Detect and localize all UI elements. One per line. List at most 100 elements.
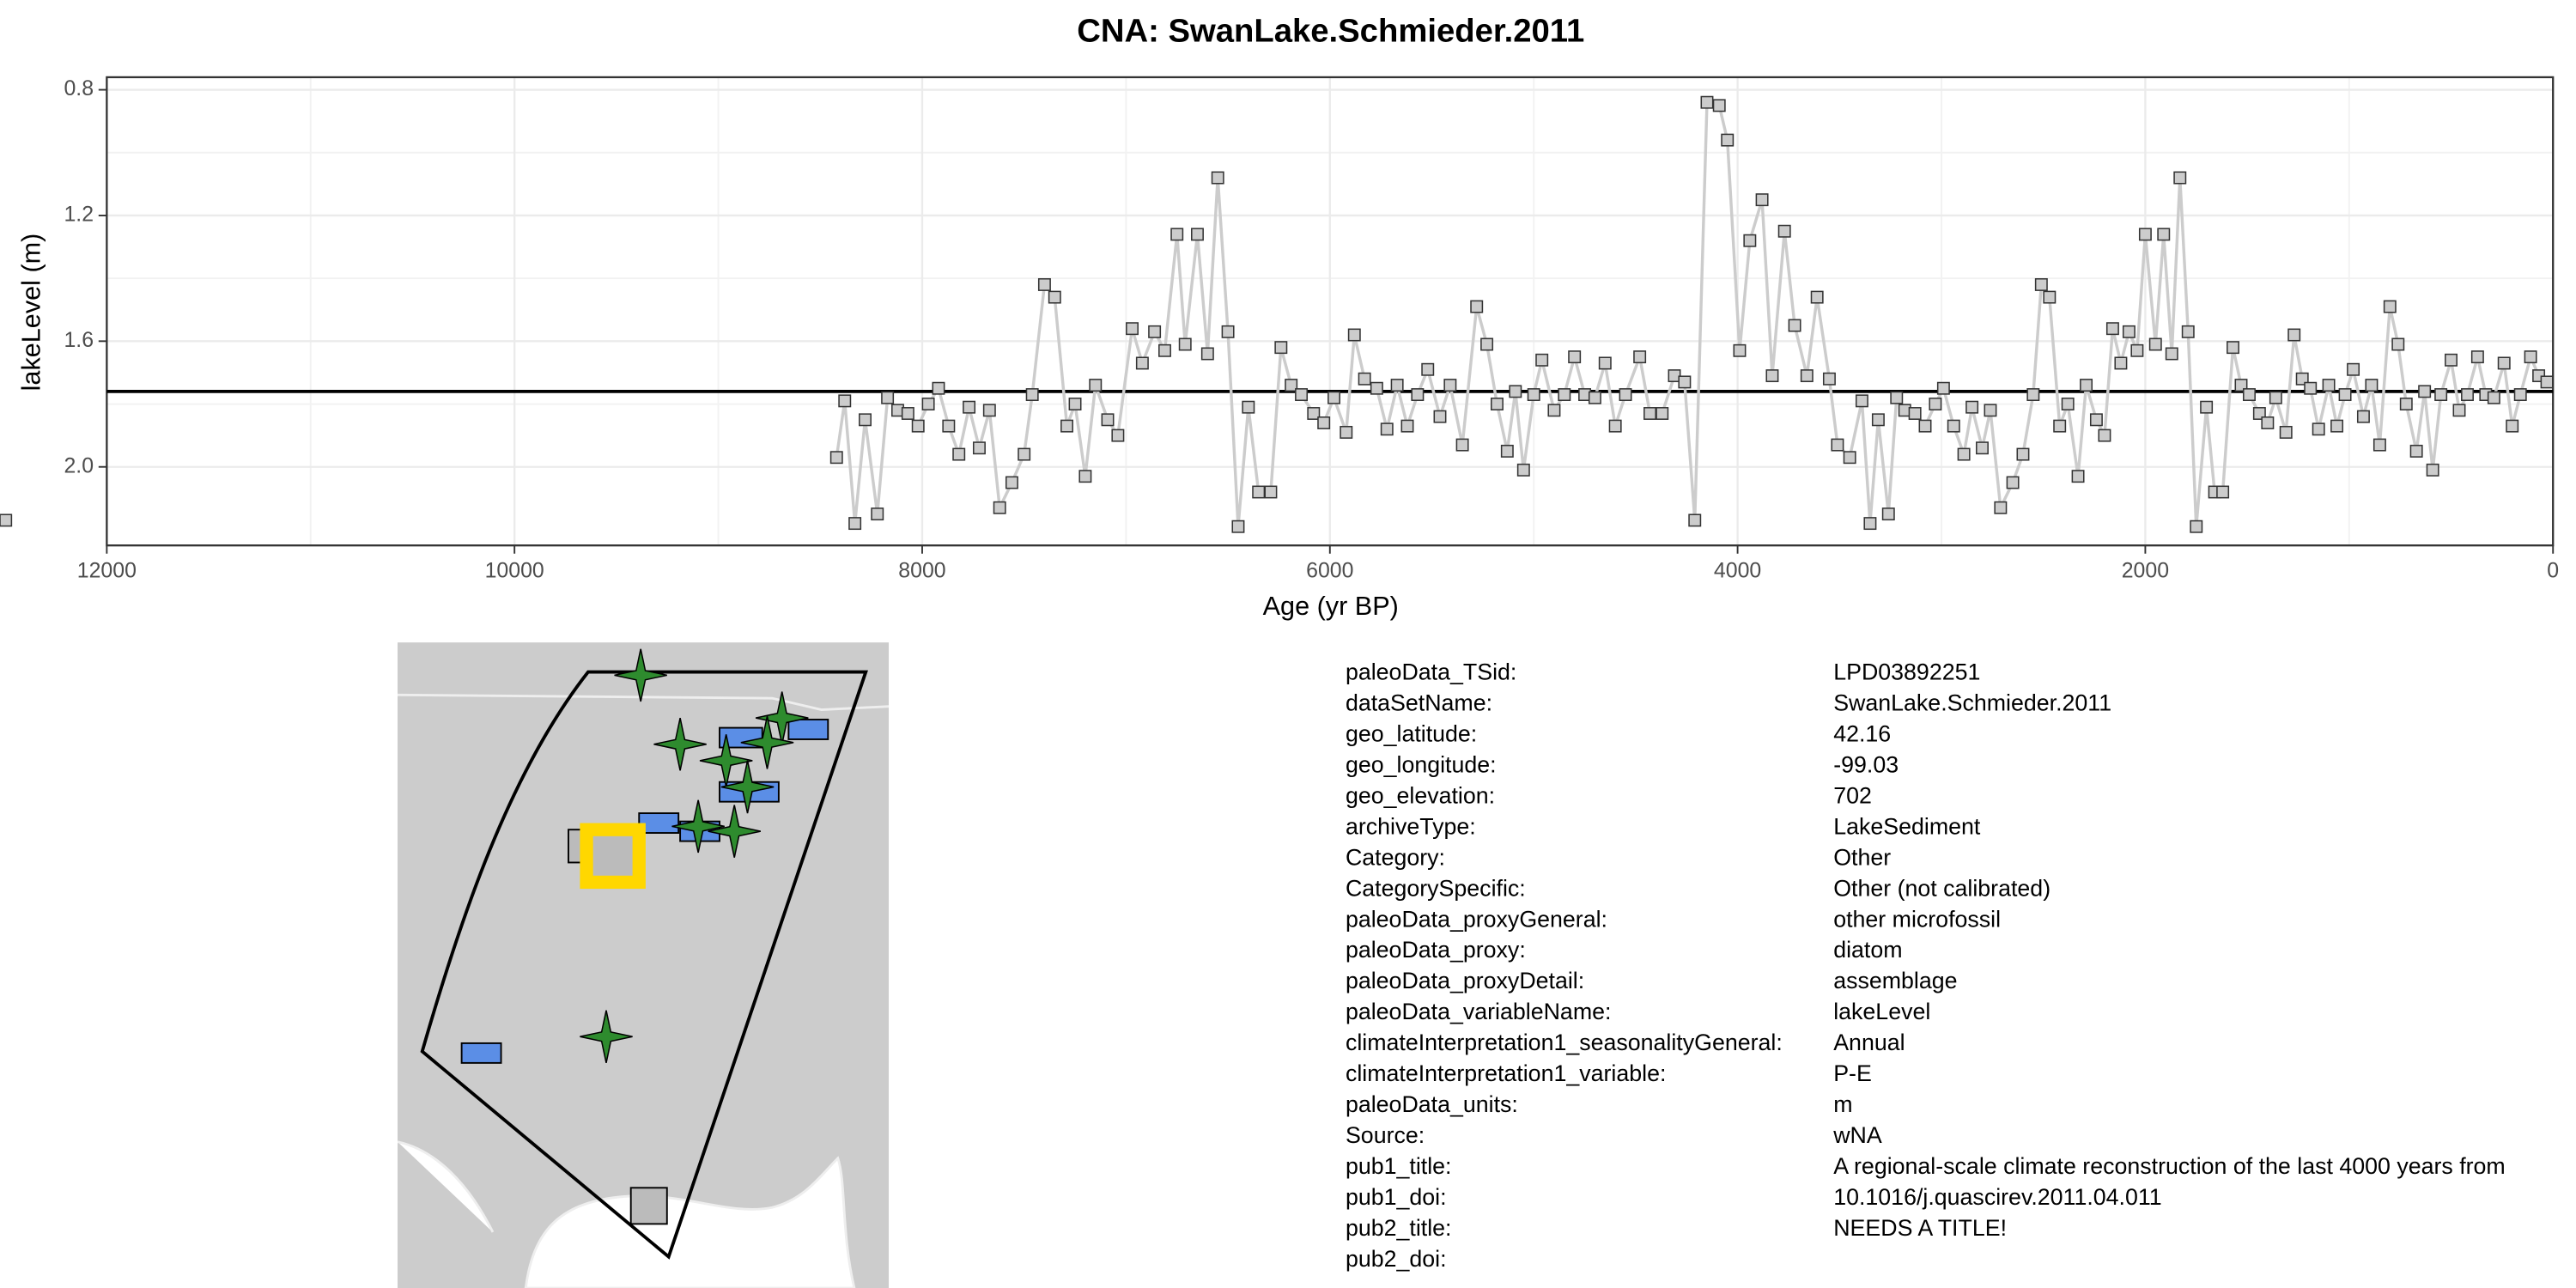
meta-key: climateInterpretation1_seasonalityGenera… [1346, 1030, 1783, 1055]
data-point [1018, 447, 1031, 461]
meta-key: dataSetName: [1346, 690, 1492, 715]
plot-area: 12000 10000 8000 6000 4000 2000 0 0.8 1.2 1.6 2.0 [0, 76, 2559, 582]
data-point [2181, 325, 2195, 338]
selected-site [580, 823, 646, 890]
meta-value: Other [1833, 844, 1891, 870]
site-star [740, 716, 794, 769]
data-point [1111, 428, 1125, 442]
meta-value: 702 [1833, 782, 1872, 808]
meta-key: Source: [1346, 1122, 1425, 1148]
meta-key: pub2_title: [1346, 1215, 1452, 1241]
y-tick-label: 1.2 [64, 203, 94, 227]
site-star [720, 760, 775, 814]
meta-key: paleoData_proxyGeneral: [1346, 906, 1607, 932]
data-point [1221, 325, 1235, 338]
meta-value: lakeLevel [1833, 999, 1930, 1024]
data-point [1547, 404, 1561, 417]
data-point [1433, 410, 1447, 423]
data-point [1721, 133, 1735, 147]
data-point [2365, 379, 2379, 392]
data-point [1608, 419, 1622, 433]
meta-value: -99.03 [1833, 751, 1899, 777]
meta-value: SwanLake.Schmieder.2011 [1833, 690, 2111, 715]
data-point [1957, 447, 1971, 461]
x-axis-label: Age (yr BP) [1263, 592, 1399, 621]
data-point [2312, 422, 2325, 436]
data-point [1929, 398, 1942, 410]
data-point [838, 394, 852, 408]
data-point [1390, 379, 1404, 392]
x-tick-label: 2000 [2122, 558, 2169, 582]
data-point [2165, 347, 2178, 361]
x-tick-label: 12000 [77, 558, 137, 582]
data-point [2216, 485, 2230, 499]
data-point [2053, 419, 2067, 433]
data-point [2506, 419, 2519, 433]
data-point [2470, 350, 2484, 364]
data-point [1126, 322, 1139, 336]
data-point [1307, 407, 1321, 420]
meta-key: paleoData_TSid: [1346, 659, 1516, 685]
data-point [2157, 228, 2171, 241]
data-point [1755, 193, 1769, 207]
data-point [1455, 438, 1469, 452]
data-point [1178, 337, 1192, 351]
meta-value: other microfossil [1833, 906, 2001, 932]
data-point [1158, 343, 1171, 357]
meta-key: Category: [1346, 844, 1445, 870]
data-point [1060, 419, 1073, 433]
data-point [1078, 470, 1092, 483]
data-point [1947, 419, 1960, 433]
plot-border [106, 76, 2555, 547]
data-point [1871, 413, 1885, 427]
data-point [1855, 394, 1868, 408]
site-star [708, 805, 762, 858]
data-point [1480, 337, 1494, 351]
data-point [1598, 356, 1612, 370]
data-point [1918, 419, 1932, 433]
data-point [1200, 347, 1214, 361]
data-point [1400, 419, 1414, 433]
data-point [2227, 341, 2239, 355]
data-point [2138, 228, 2152, 241]
data-point [0, 513, 13, 527]
data-point [1264, 485, 1278, 499]
data-point [2173, 171, 2187, 185]
data-point [2434, 388, 2448, 402]
data-point [2122, 325, 2136, 338]
meta-key: pub1_title: [1346, 1153, 1452, 1179]
meta-value: Annual [1833, 1030, 1905, 1055]
data-point [1712, 99, 1726, 112]
site-star [671, 799, 725, 854]
data-point [2269, 391, 2282, 404]
meta-key: paleoData_units: [1346, 1091, 1518, 1117]
meta-key: paleoData_proxyDetail: [1346, 968, 1584, 993]
data-point [2279, 425, 2293, 439]
data-point [1037, 277, 1051, 291]
data-point [2399, 398, 2413, 410]
data-point [921, 398, 935, 410]
data-point [1340, 425, 1353, 439]
map-land [398, 642, 890, 1288]
meta-key: paleoData_proxy: [1346, 937, 1526, 963]
data-point [911, 419, 925, 433]
data-point [2190, 519, 2203, 533]
data-point [2418, 385, 2432, 398]
data-point [1421, 362, 1435, 376]
data-point [1048, 290, 1061, 304]
data-point [1370, 381, 1383, 395]
data-point [2497, 356, 2511, 370]
data-point [2452, 404, 2466, 417]
data-point [1295, 388, 1309, 402]
site-star [653, 717, 707, 771]
data-point [2426, 463, 2439, 477]
meta-value: 10.1016/j.quascirev.2011.04.011 [1833, 1184, 2161, 1210]
data-point [1527, 388, 1540, 402]
data-point [1558, 388, 1571, 402]
data-point [2148, 337, 2162, 351]
data-point [2487, 391, 2500, 404]
data-point [1800, 369, 1814, 383]
data-point [2105, 322, 2119, 336]
data-point [1678, 375, 1692, 389]
data-point [1252, 485, 1266, 499]
